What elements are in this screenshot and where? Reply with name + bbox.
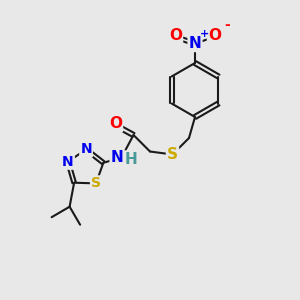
Text: -: - [224,18,230,32]
Text: S: S [91,176,101,190]
Text: N: N [189,36,201,51]
Text: +: + [200,29,209,39]
Text: H: H [125,152,137,166]
Text: N: N [111,150,123,165]
Text: S: S [167,147,178,162]
Text: O: O [109,116,122,131]
Text: N: N [62,155,74,169]
Text: O: O [169,28,182,44]
Text: N: N [80,142,92,156]
Text: O: O [208,28,221,44]
